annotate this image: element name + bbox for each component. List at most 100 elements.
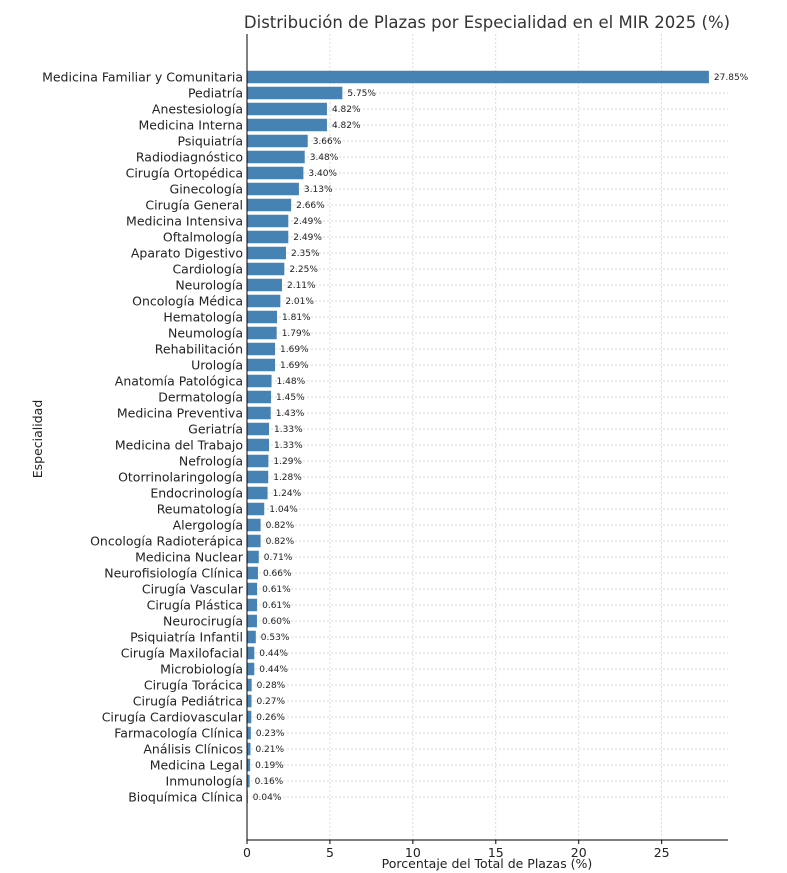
y-axis-title: Especialidad — [30, 400, 45, 479]
bar — [247, 278, 282, 292]
bar — [247, 438, 270, 452]
bar — [247, 118, 327, 132]
x-axis-ticks: 0 5 10 15 20 25 — [243, 840, 670, 860]
category-label: Cirugía Cardiovascular — [102, 710, 244, 725]
x-tick-label: 15 — [488, 845, 504, 860]
category-label: Pediatría — [188, 86, 243, 101]
category-label: Cirugía Vascular — [142, 582, 244, 597]
bar — [247, 150, 305, 164]
category-label: Medicina Legal — [150, 758, 243, 773]
data-label: 2.66% — [296, 201, 325, 211]
data-label: 0.23% — [256, 729, 285, 739]
data-label: 1.45% — [276, 393, 305, 403]
data-label: 2.49% — [293, 233, 322, 243]
data-label: 3.13% — [304, 185, 333, 195]
bar — [247, 534, 261, 548]
category-label: Reumatología — [157, 502, 243, 517]
category-label: Rehabilitación — [155, 342, 243, 357]
data-label: 0.21% — [255, 745, 284, 755]
x-axis-title: Porcentaje del Total de Plazas (%) — [382, 856, 593, 871]
category-label: Cirugía General — [145, 198, 243, 213]
category-label: Medicina Interna — [139, 118, 244, 133]
bar — [247, 470, 269, 484]
bar — [247, 678, 252, 692]
data-label: 3.66% — [313, 137, 342, 147]
bar — [247, 550, 259, 564]
bar — [247, 70, 709, 84]
category-label: Oncología Médica — [132, 294, 243, 309]
data-label: 1.28% — [273, 473, 302, 483]
x-tick-label: 5 — [326, 845, 334, 860]
bar — [247, 182, 299, 196]
data-label: 0.66% — [263, 569, 292, 579]
grid-layer — [246, 34, 728, 840]
data-label: 3.48% — [310, 153, 339, 163]
bar — [247, 294, 281, 308]
bar — [247, 710, 252, 724]
data-label: 1.79% — [282, 329, 311, 339]
category-label: Oftalmología — [163, 230, 243, 245]
category-label: Medicina Familiar y Comunitaria — [42, 70, 243, 85]
category-label: Cirugía Maxilofacial — [121, 646, 243, 661]
data-label: 3.40% — [308, 169, 337, 179]
category-labels: Medicina Familiar y ComunitariaPediatría… — [42, 70, 244, 805]
bar — [247, 646, 255, 660]
data-label: 0.61% — [262, 601, 291, 611]
category-label: Otorrinolaringología — [118, 470, 243, 485]
data-label: 2.35% — [291, 249, 320, 259]
data-label: 0.53% — [261, 633, 290, 643]
bar — [247, 326, 277, 340]
data-label: 4.82% — [332, 105, 361, 115]
bar — [247, 486, 268, 500]
category-label: Radiodiagnóstico — [136, 150, 243, 165]
category-label: Psiquiatría — [178, 134, 243, 149]
data-label: 0.82% — [266, 521, 295, 531]
bar — [247, 246, 286, 260]
data-label: 2.11% — [287, 281, 316, 291]
data-label: 0.19% — [255, 761, 284, 771]
category-label: Cirugía Plástica — [147, 598, 243, 613]
category-label: Anatomía Patológica — [115, 374, 243, 389]
category-label: Ginecología — [170, 182, 243, 197]
data-label: 2.01% — [285, 297, 314, 307]
bar — [247, 230, 289, 244]
data-label: 1.33% — [274, 425, 303, 435]
category-label: Neurocirugía — [163, 614, 243, 629]
bar — [247, 630, 256, 644]
bar — [247, 358, 276, 372]
bar — [247, 214, 289, 228]
category-label: Dermatología — [158, 390, 243, 405]
bar — [247, 422, 270, 436]
bar — [247, 310, 278, 324]
bar — [247, 582, 258, 596]
data-label: 2.49% — [293, 217, 322, 227]
data-label: 1.81% — [282, 313, 311, 323]
data-label: 1.69% — [280, 361, 309, 371]
category-label: Cirugía Ortopédica — [126, 166, 243, 181]
bar — [247, 86, 343, 100]
bar — [247, 758, 251, 772]
category-label: Hematología — [163, 310, 243, 325]
category-label: Cirugía Pediátrica — [133, 694, 243, 709]
value-labels: 27.85% 5.75% 4.82% 4.82% 3.66% 3.48% 3.40% 3.13… — [253, 73, 749, 803]
bar — [247, 566, 258, 580]
category-label: Medicina Preventiva — [117, 406, 243, 421]
category-label: Medicina del Trabajo — [115, 438, 243, 453]
bar — [247, 454, 269, 468]
category-label: Microbiología — [160, 662, 243, 677]
x-tick-label: 25 — [654, 845, 670, 860]
bar — [247, 166, 304, 180]
category-label: Urología — [191, 358, 243, 373]
x-tick-label: 20 — [571, 845, 587, 860]
data-label: 0.44% — [259, 665, 288, 675]
bar — [247, 502, 265, 516]
category-label: Anestesiología — [152, 102, 243, 117]
bar — [247, 742, 251, 756]
category-label: Neurología — [175, 278, 243, 293]
category-label: Nefrología — [179, 454, 243, 469]
category-label: Neumología — [168, 326, 243, 341]
bar — [247, 134, 308, 148]
bar — [247, 374, 272, 388]
data-label: 0.16% — [255, 777, 284, 787]
bar — [247, 598, 258, 612]
